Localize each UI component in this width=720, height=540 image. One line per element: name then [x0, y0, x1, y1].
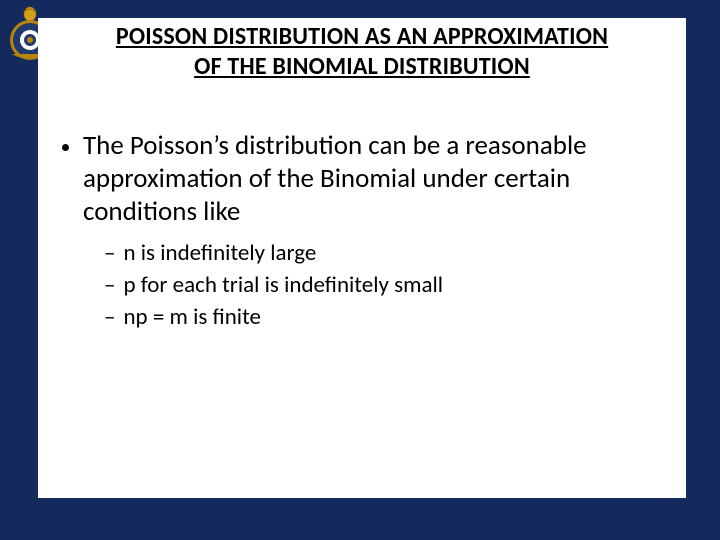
title-line-2: OF THE BINOMIAL DISTRIBUTION [194, 52, 530, 81]
sub-bullet-text: n is indefinitely large [123, 239, 316, 269]
dash-icon: – [104, 271, 115, 301]
content-area: POISSON DISTRIBUTION AS AN APPROXIMATION… [38, 18, 686, 498]
bullet-icon [62, 144, 69, 151]
main-bullet: The Poisson’s distribution can be a reas… [56, 130, 668, 229]
slide-title: POISSON DISTRIBUTION AS AN APPROXIMATION… [38, 18, 686, 82]
sub-bullet-text: np = m is finite [123, 303, 261, 333]
dash-icon: – [104, 303, 115, 333]
slide: POISSON DISTRIBUTION AS AN APPROXIMATION… [0, 0, 720, 540]
sub-bullet: – np = m is finite [104, 303, 668, 333]
sub-bullet-text: p for each trial is indefinitely small [123, 271, 443, 301]
slide-body: The Poisson’s distribution can be a reas… [38, 82, 686, 332]
title-line-1: POISSON DISTRIBUTION AS AN APPROXIMATION [116, 22, 608, 51]
sub-bullet: – n is indefinitely large [104, 239, 668, 269]
sub-bullet-list: – n is indefinitely large – p for each t… [56, 239, 668, 333]
sub-bullet: – p for each trial is indefinitely small [104, 271, 668, 301]
dash-icon: – [104, 239, 115, 269]
main-bullet-text: The Poisson’s distribution can be a reas… [83, 130, 668, 229]
